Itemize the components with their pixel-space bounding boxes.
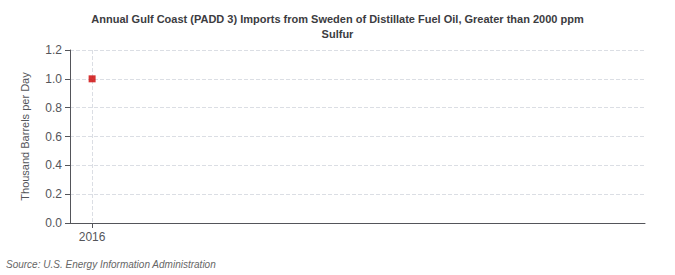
svg-text:0.4: 0.4 [45,158,62,172]
svg-text:Thousand Barrels per Day: Thousand Barrels per Day [19,72,31,201]
svg-text:0.6: 0.6 [45,130,62,144]
svg-text:0.8: 0.8 [45,101,62,115]
svg-text:0.0: 0.0 [45,216,62,230]
svg-text:1.0: 1.0 [45,72,62,86]
svg-text:0.2: 0.2 [45,187,62,201]
svg-text:2016: 2016 [79,230,106,244]
svg-text:Annual Gulf Coast (PADD 3) Imp: Annual Gulf Coast (PADD 3) Imports from … [91,13,584,25]
svg-text:1.2: 1.2 [45,43,62,57]
svg-text:Source: U.S. Energy Informatio: Source: U.S. Energy Information Administ… [6,259,216,270]
svg-text:Sulfur: Sulfur [322,28,354,40]
